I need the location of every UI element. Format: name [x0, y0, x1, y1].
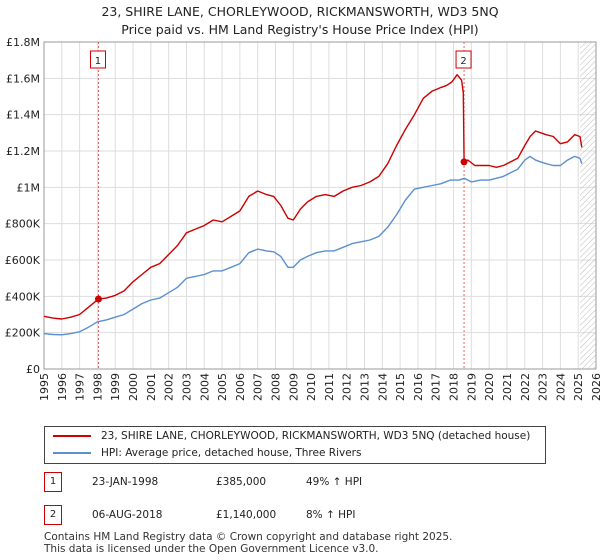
y-tick-label: £0	[26, 363, 40, 376]
x-tick-label: 2017	[430, 373, 443, 401]
y-tick-label: £1.4M	[6, 109, 40, 122]
chart-legend: 23, SHIRE LANE, CHORLEYWOOD, RICKMANSWOR…	[44, 426, 546, 464]
x-tick-label: 1997	[74, 373, 87, 401]
x-tick-label: 2014	[376, 373, 389, 401]
series-line	[43, 155, 583, 336]
x-tick-label: 2013	[359, 373, 372, 401]
sale-marker-box	[455, 50, 472, 69]
sale-point	[460, 158, 468, 166]
footer-licence: This data is licensed under the Open Gov…	[44, 543, 379, 555]
x-tick-label: 2002	[163, 373, 176, 401]
sale-marker-label: 2	[460, 56, 466, 67]
x-tick-label: 1998	[91, 373, 104, 401]
x-tick-label: 1996	[56, 373, 69, 401]
x-tick-label: 2000	[127, 373, 140, 401]
sale-row-2: 2 06-AUG-2018 £1,140,000 8% ↑ HPI	[44, 505, 564, 525]
legend-item-hpi: HPI: Average price, detached house, Thre…	[45, 445, 545, 461]
x-tick-label: 1999	[109, 373, 122, 401]
plot-area-border	[43, 41, 597, 370]
legend-swatch-hpi	[53, 452, 91, 454]
x-tick-label: 2005	[216, 373, 229, 401]
x-tick-label: 2020	[483, 373, 496, 401]
y-tick-label: £400K	[5, 290, 41, 303]
x-tick-label: 2015	[394, 373, 407, 401]
legend-label-hpi: HPI: Average price, detached house, Thre…	[101, 447, 362, 459]
x-tick-label: 2021	[501, 373, 514, 401]
legend-label-property: 23, SHIRE LANE, CHORLEYWOOD, RICKMANSWOR…	[101, 430, 531, 442]
x-tick-label: 2023	[537, 373, 550, 401]
legend-item-property: 23, SHIRE LANE, CHORLEYWOOD, RICKMANSWOR…	[45, 428, 545, 444]
sale-marker-label: 1	[95, 56, 101, 67]
chart-title-address: 23, SHIRE LANE, CHORLEYWOOD, RICKMANSWOR…	[101, 4, 499, 19]
y-tick-label: £1.6M	[6, 72, 40, 85]
x-tick-label: 2018	[448, 373, 461, 401]
y-tick-label: £1M	[17, 181, 41, 194]
sale-price: £1,140,000	[216, 509, 277, 521]
sale-date: 23-JAN-1998	[92, 476, 159, 488]
future-hatch-region	[579, 42, 596, 369]
legend-swatch-property	[53, 435, 91, 437]
sale-price: £385,000	[216, 476, 267, 488]
chart-subtitle: Price paid vs. HM Land Registry's House …	[121, 22, 479, 37]
price-chart: £0 £200K £400K £600K £800K £1M £1.2M £1.4M £1.6M…	[5, 36, 600, 401]
x-tick-label: 2006	[234, 373, 247, 401]
sale-point	[94, 295, 102, 303]
y-tick-label: £1.2M	[6, 145, 40, 158]
x-tick-label: 2012	[341, 373, 354, 401]
x-tick-label: 2004	[198, 373, 211, 401]
y-tick-label: £600K	[5, 254, 41, 267]
x-tick-label: 2026	[590, 373, 600, 401]
sale-date: 06-AUG-2018	[92, 509, 163, 521]
sale-badge: 2	[44, 505, 62, 525]
x-tick-label: 2025	[572, 373, 585, 401]
x-tick-label: 2010	[305, 373, 318, 401]
x-tick-label: 2024	[554, 373, 567, 401]
sale-row-1: 1 23-JAN-1998 £385,000 49% ↑ HPI	[44, 472, 564, 492]
y-tick-label: £1.8M	[6, 36, 40, 49]
x-tick-label: 2019	[465, 373, 478, 401]
y-tick-label: £200K	[5, 327, 41, 340]
x-tick-label: 2022	[519, 373, 532, 401]
x-tick-label: 1995	[38, 373, 51, 401]
x-tick-label: 2008	[269, 373, 282, 401]
x-tick-label: 2016	[412, 373, 425, 401]
sale-marker-box	[89, 50, 106, 69]
series-line	[43, 73, 583, 320]
x-tick-label: 2003	[180, 373, 193, 401]
y-tick-label: £800K	[5, 218, 41, 231]
sale-badge: 1	[44, 472, 62, 492]
sale-hpi-change: 49% ↑ HPI	[306, 476, 363, 488]
x-tick-label: 2001	[145, 373, 158, 401]
footer-copyright: Contains HM Land Registry data © Crown c…	[44, 531, 453, 543]
x-tick-label: 2011	[323, 373, 336, 401]
x-tick-label: 2007	[252, 373, 265, 401]
x-tick-label: 2009	[287, 373, 300, 401]
sale-hpi-change: 8% ↑ HPI	[306, 509, 356, 521]
